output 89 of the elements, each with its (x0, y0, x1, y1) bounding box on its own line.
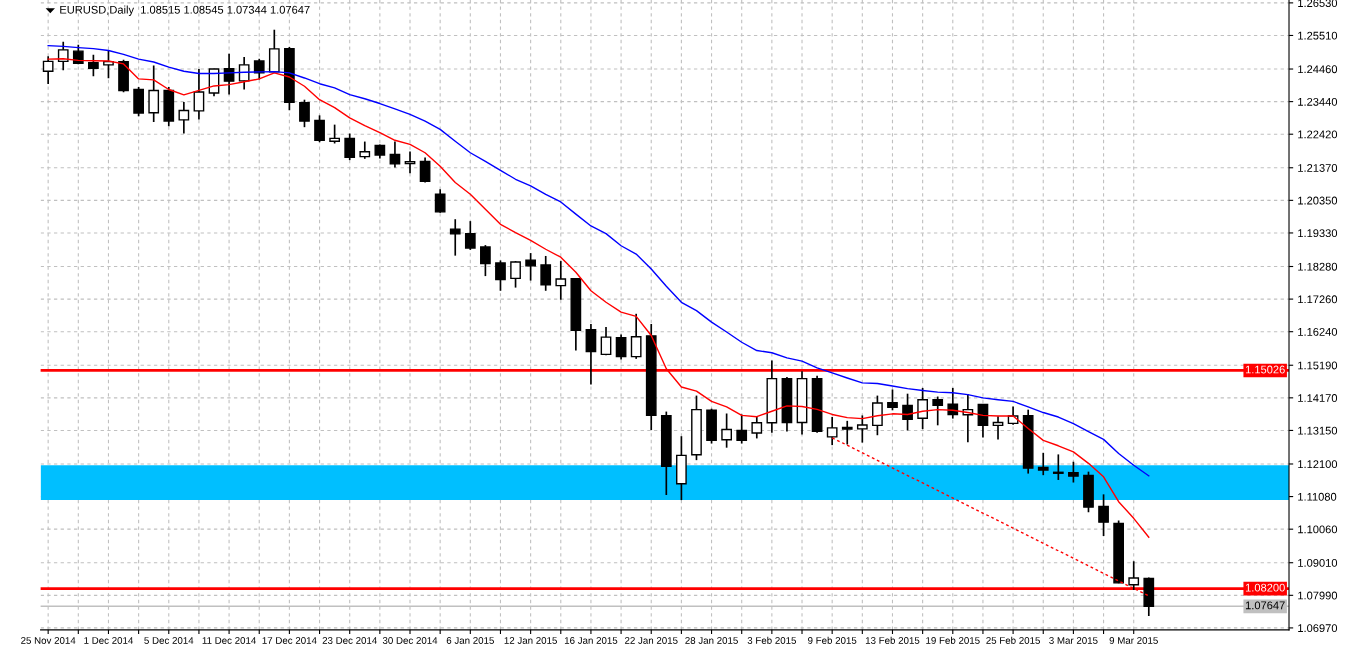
x-tick-label: 3 Feb 2015 (747, 636, 797, 644)
candlestick (268, 28, 280, 74)
candlestick (419, 156, 431, 184)
candlestick (932, 395, 944, 427)
candlestick (630, 312, 642, 360)
y-tick-label: 1.16240 (1298, 327, 1338, 336)
candlestick (525, 252, 536, 282)
candlestick (600, 326, 612, 357)
candlestick (314, 114, 325, 144)
y-tick-label: 1.11080 (1298, 492, 1337, 501)
y-tick-label: 1.10060 (1298, 525, 1338, 534)
candlestick (615, 333, 627, 361)
y-tick-label: 1.26530 (1298, 0, 1338, 8)
x-tick-label: 1 Dec 2014 (84, 637, 134, 644)
candlestick (495, 259, 506, 292)
candlestick (902, 392, 913, 432)
x-tick-label: 3 Mar 2015 (1049, 637, 1098, 644)
y-tick-label: 1.17260 (1298, 295, 1338, 304)
y-tick-label: 1.09010 (1298, 558, 1338, 567)
x-tick-label: 16 Jan 2015 (564, 637, 618, 644)
x-tick-label: 25 Nov 2014 (21, 637, 76, 644)
y-tick-label: 1.20350 (1298, 196, 1338, 205)
y-tick-label: 1.18280 (1298, 262, 1338, 271)
candlestick (856, 414, 868, 444)
candlestick (841, 420, 853, 446)
candlestick (751, 415, 763, 440)
x-tick-label: 28 Jan 2015 (685, 637, 738, 644)
candlestick (88, 53, 99, 78)
candlestick (721, 412, 732, 449)
candlestick (872, 394, 883, 437)
y-tick-label: 1.13150 (1298, 426, 1338, 435)
x-tick-label: 22 Jan 2015 (624, 637, 678, 644)
candlestick (992, 415, 1004, 441)
y-tick-label: 1.14170 (1298, 394, 1338, 402)
ref-line-label: 1.08200 (1245, 583, 1285, 592)
x-tick-label: 19 Feb 2015 (926, 636, 980, 644)
x-tick-label: 23 Dec 2014 (322, 637, 377, 644)
x-tick-label: 25 Feb 2015 (986, 636, 1040, 644)
y-tick-label: 1.06970 (1298, 624, 1338, 633)
candlestick (1098, 493, 1109, 537)
candlestick (103, 49, 114, 80)
candlestick (826, 416, 838, 446)
candlestick (344, 132, 356, 161)
y-tick-label: 1.22420 (1298, 130, 1338, 139)
x-tick-label: 9 Mar 2015 (1109, 637, 1158, 644)
candlestick (585, 323, 597, 386)
chart-title: EURUSD,Daily 1.08515 1.08545 1.07344 1.07647 (60, 5, 310, 16)
candlestick (193, 68, 205, 121)
x-tick-label: 11 Dec 2014 (202, 637, 257, 644)
ref-line-label: 1.07647 (1245, 601, 1285, 610)
candlestick (510, 260, 521, 289)
candlestick (148, 64, 160, 123)
ref-line-label: 1.15026 (1245, 365, 1285, 374)
x-tick-label: 13 Feb 2015 (865, 636, 920, 644)
candlestick (133, 86, 144, 118)
y-tick-label: 1.24460 (1298, 65, 1338, 74)
candlestick (389, 140, 401, 169)
y-tick-label: 1.23440 (1298, 97, 1338, 106)
y-tick-label: 1.07990 (1298, 591, 1338, 600)
candlestick (42, 55, 54, 85)
x-tick-label: 30 Dec 2014 (382, 637, 438, 644)
candlestick (917, 387, 929, 430)
candlestick (464, 220, 476, 251)
candlestick (480, 244, 491, 277)
y-tick-label: 1.25510 (1298, 31, 1338, 40)
candlestick (1052, 453, 1064, 481)
x-tick-label: 12 Jan 2015 (504, 637, 557, 644)
x-tick-label: 5 Dec 2014 (144, 637, 194, 644)
candlestick (1068, 460, 1079, 484)
x-tick-label: 17 Dec 2014 (262, 637, 317, 644)
candlestick (329, 123, 340, 145)
candlestick (178, 101, 190, 135)
y-tick-label: 1.21370 (1298, 164, 1338, 172)
line-series (47, 45, 1150, 477)
y-tick-label: 1.12100 (1298, 460, 1338, 469)
y-tick-label: 1.19330 (1298, 229, 1338, 238)
candlestick (434, 188, 446, 214)
candlestick (449, 218, 461, 257)
candlestick (299, 98, 310, 129)
candlestick (555, 260, 567, 301)
x-tick-label: 6 Jan 2015 (446, 637, 494, 644)
candlestick (540, 255, 552, 292)
y-tick-label: 1.15190 (1298, 361, 1338, 370)
candlestick (238, 56, 250, 91)
candlestick (736, 413, 748, 445)
x-tick-label: 9 Feb 2015 (808, 636, 857, 644)
candlestick (1128, 560, 1140, 591)
candlestick (1037, 451, 1049, 477)
candlestick (887, 388, 898, 412)
